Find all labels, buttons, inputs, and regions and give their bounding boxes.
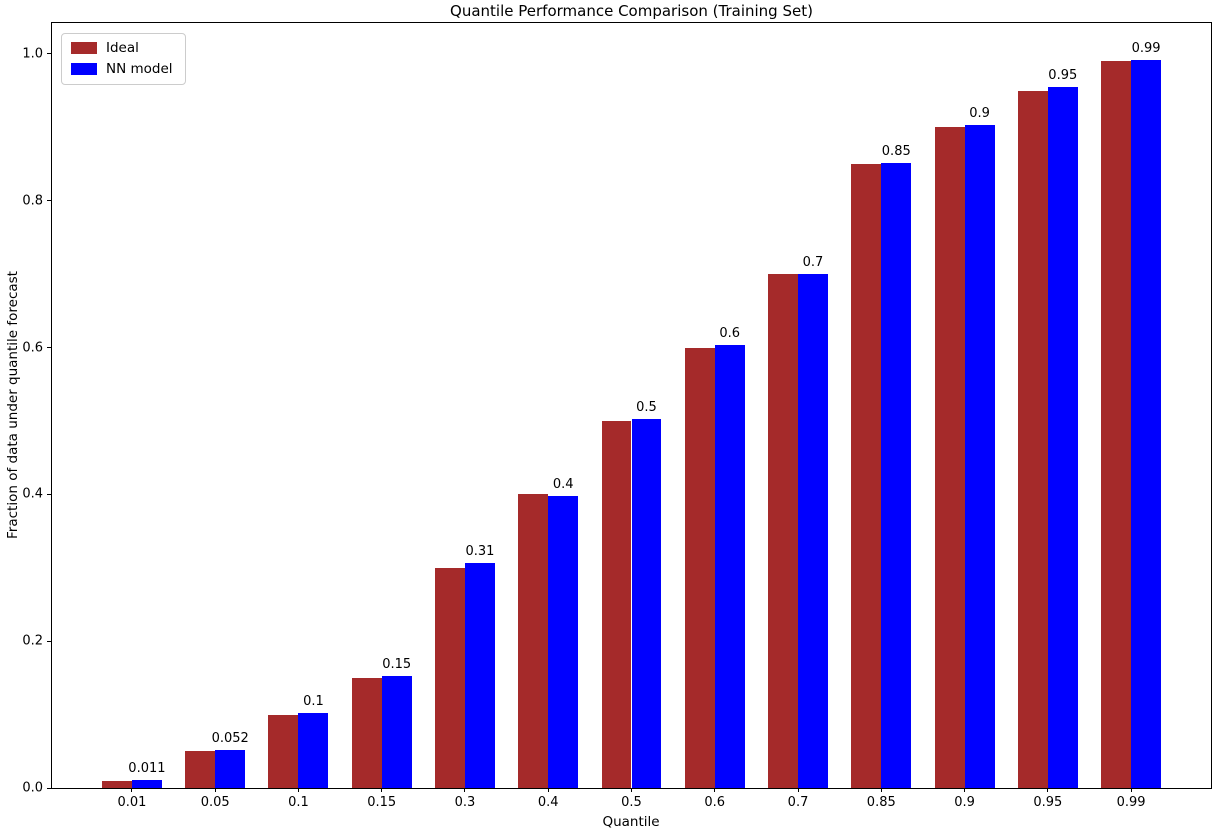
x-tick-mark	[297, 788, 299, 792]
y-tick-label: 0.4	[22, 486, 43, 502]
bar-ideal	[185, 751, 216, 788]
bar-nn-model	[1047, 86, 1078, 788]
bar-nn-model	[881, 163, 912, 788]
x-tick-mark	[631, 788, 632, 792]
y-tick-label: 0.6	[22, 340, 43, 355]
bar-value-label: 0.15	[382, 657, 412, 673]
bar-ideal	[851, 163, 882, 788]
x-tick-mark	[714, 788, 716, 792]
legend-item-nn-model: NN model	[71, 60, 173, 77]
bar-ideal	[934, 127, 965, 788]
bar-ideal	[601, 420, 632, 788]
x-tick-mark	[964, 788, 966, 792]
bar-ideal	[518, 494, 549, 788]
legend: Ideal NN model	[61, 33, 186, 85]
legend-swatch-nn-model	[71, 63, 97, 76]
legend-item-ideal: Ideal	[71, 41, 173, 56]
x-axis-label: Quantile	[602, 814, 660, 830]
y-tick-mark	[47, 347, 51, 348]
legend-label-nn-model: NN model	[106, 60, 173, 77]
bar-nn-model	[298, 713, 329, 788]
bar-nn-model	[215, 749, 246, 788]
chart-title: Quantile Performance Comparison (Trainin…	[450, 2, 813, 20]
legend-swatch-ideal	[71, 42, 97, 55]
bar-ideal	[101, 780, 132, 788]
bar-value-label: 0.99	[1131, 40, 1161, 56]
x-tick-mark	[464, 788, 466, 792]
bar-ideal	[268, 714, 299, 788]
bar-value-label: 0.85	[881, 144, 911, 160]
bar-value-label: 0.011	[128, 760, 166, 776]
bar-nn-model	[548, 495, 579, 788]
x-tick-label: 0.99	[1116, 795, 1146, 810]
y-tick-mark	[47, 493, 51, 495]
bar-nn-model	[964, 125, 995, 788]
y-tick-mark	[47, 53, 51, 55]
bar-value-label: 0.9	[969, 106, 990, 122]
bar-value-label: 0.4	[552, 476, 574, 492]
bar-nn-model	[464, 563, 495, 788]
bar-value-label: 0.31	[465, 544, 495, 560]
x-tick-mark	[880, 788, 882, 792]
x-tick-mark	[214, 788, 216, 792]
x-tick-mark	[1047, 788, 1049, 792]
bar-ideal	[435, 567, 465, 788]
x-tick-label: 0.9	[954, 795, 975, 810]
x-tick-label: 0.3	[454, 795, 476, 810]
x-tick-mark	[381, 788, 383, 792]
y-tick-mark	[47, 200, 51, 202]
bar-ideal	[768, 274, 799, 788]
y-tick-label: 1.0	[22, 46, 43, 62]
x-tick-label: 0.15	[367, 795, 397, 810]
y-tick-label: 0.0	[22, 780, 43, 796]
x-tick-label: 0.6	[704, 795, 726, 810]
bar-nn-model	[631, 418, 662, 788]
x-tick-label: 0.95	[1033, 795, 1063, 810]
y-tick-label: 0.8	[22, 193, 43, 209]
x-tick-label: 0.01	[117, 795, 147, 810]
bar-value-label: 0.95	[1048, 67, 1078, 83]
x-tick-label: 0.85	[866, 795, 896, 810]
bar-value-label: 0.7	[802, 255, 824, 271]
x-tick-label: 0.5	[621, 795, 642, 810]
y-tick-mark	[47, 787, 51, 789]
x-tick-mark	[797, 788, 799, 792]
plot-area: Ideal NN model 0.0 0.2 0.4 0.6 0.8 1.0 0.01 0.0…	[22, 22, 1212, 810]
x-tick-label: 0.7	[787, 795, 809, 810]
bar-nn-model	[381, 676, 412, 788]
x-tick-label: 0.05	[200, 795, 230, 810]
y-tick-mark	[47, 640, 51, 642]
bar-ideal	[684, 347, 715, 788]
bar-nn-model	[798, 274, 828, 788]
bar-nn-model	[714, 344, 745, 788]
bar-value-label: 0.5	[636, 399, 657, 415]
bar-value-label: 0.6	[719, 325, 741, 341]
bar-value-label: 0.1	[303, 694, 324, 710]
bar-ideal	[351, 677, 382, 788]
bar-nn-model	[1131, 59, 1162, 788]
bar-value-label: 0.052	[211, 730, 249, 746]
x-tick-mark	[131, 788, 133, 792]
bar-ideal	[1101, 61, 1132, 788]
y-tick-label: 0.2	[22, 633, 43, 649]
x-tick-mark	[547, 788, 549, 792]
x-tick-label: 0.1	[288, 795, 309, 810]
x-tick-mark	[1130, 788, 1132, 792]
bar-nn-model	[131, 779, 162, 788]
y-axis-label: Fraction of data under quantile forecast	[5, 271, 21, 539]
bar-ideal	[1017, 90, 1048, 788]
x-tick-label: 0.4	[537, 795, 559, 810]
legend-label-ideal: Ideal	[106, 40, 139, 56]
